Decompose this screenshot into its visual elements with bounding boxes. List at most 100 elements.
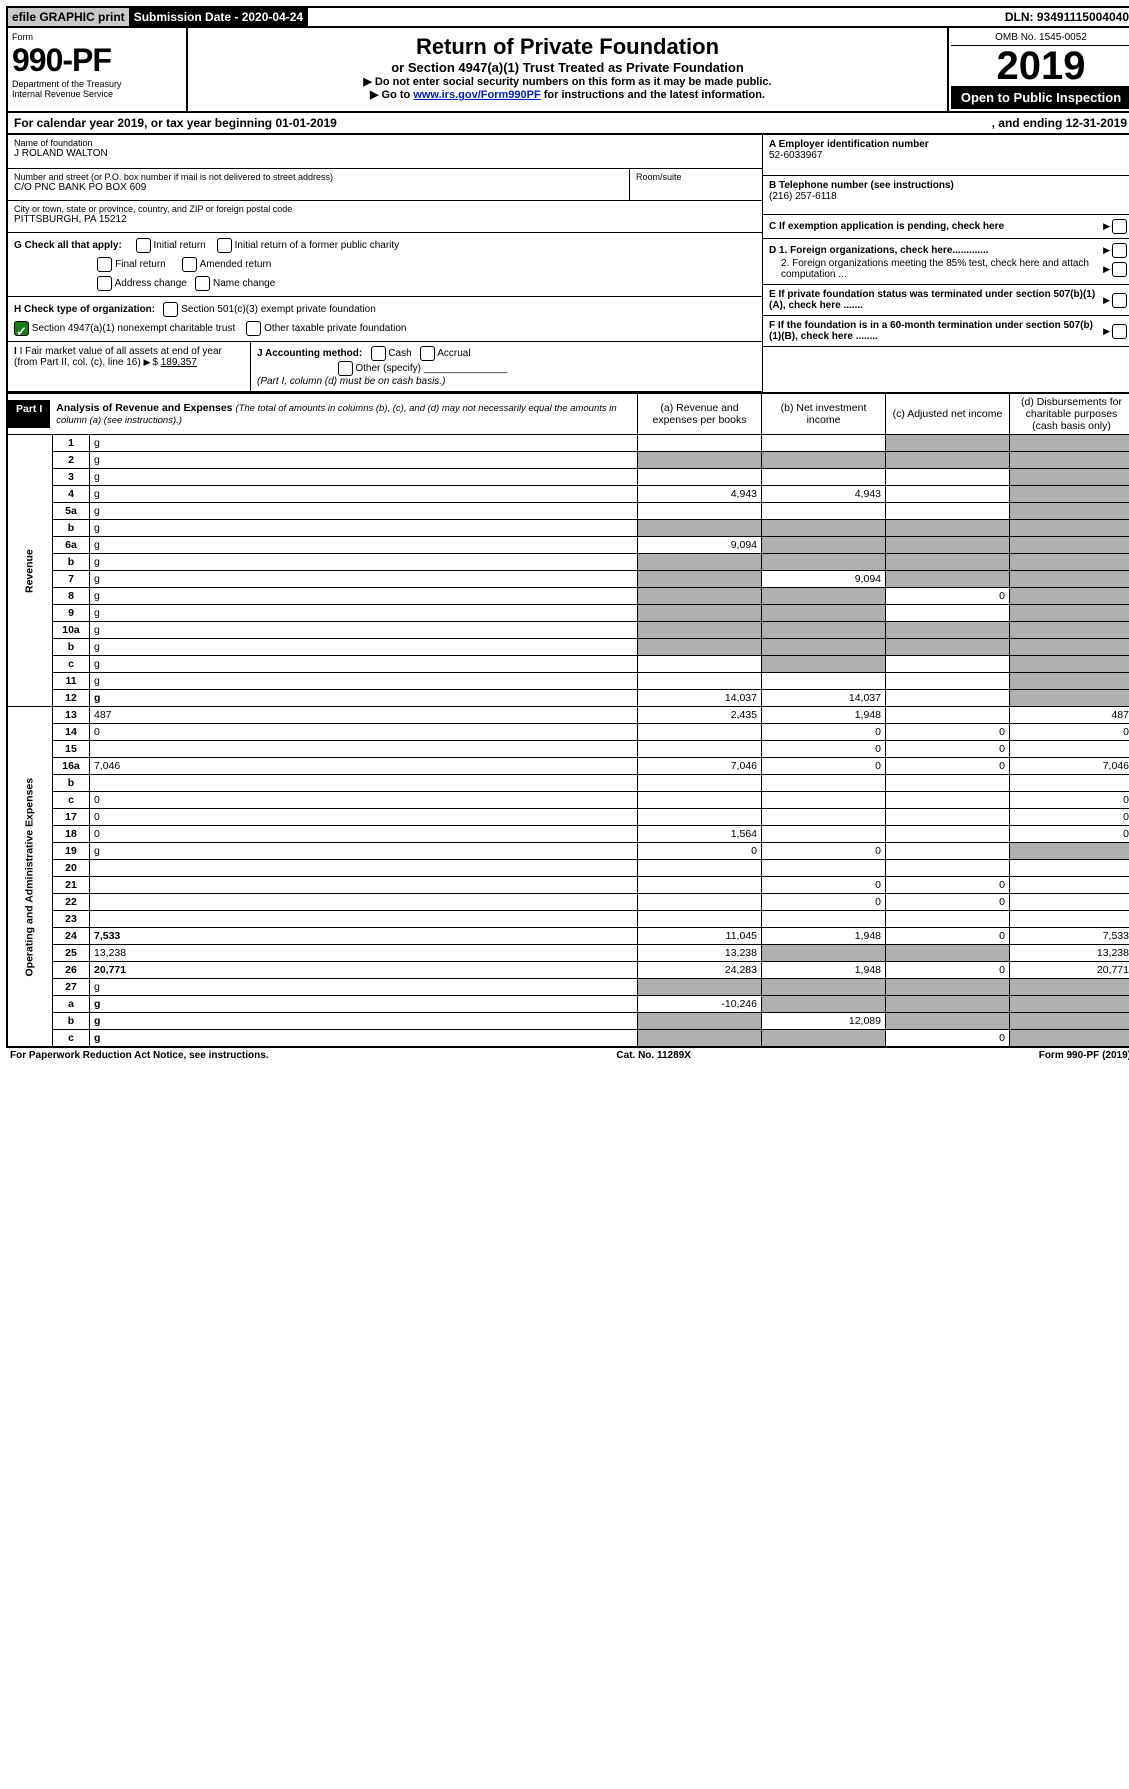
calendar-end: , and ending 12-31-2019 <box>992 116 1127 130</box>
section-e: E If private foundation status was termi… <box>769 289 1103 311</box>
cell-d: 7,046 <box>1010 758 1129 775</box>
col-c-header: (c) Adjusted net income <box>886 393 1010 435</box>
cell-c: 0 <box>886 894 1010 911</box>
cell-a <box>638 1013 762 1030</box>
cell-d <box>1010 979 1129 996</box>
dln-label: DLN: 93491115004040 <box>1001 8 1129 26</box>
table-row: 16a7,0467,046007,046 <box>7 758 1129 775</box>
cell-c <box>886 826 1010 843</box>
line-number: 22 <box>53 894 90 911</box>
cash-checkbox[interactable] <box>371 346 386 361</box>
line-description: g <box>90 469 638 486</box>
cell-a <box>638 571 762 588</box>
cell-c: 0 <box>886 741 1010 758</box>
final-return-checkbox[interactable] <box>97 257 112 272</box>
cell-a: 11,045 <box>638 928 762 945</box>
cell-c <box>886 469 1010 486</box>
line-number: 8 <box>53 588 90 605</box>
section-h: H Check type of organization: Section 50… <box>8 297 763 342</box>
tax-year: 2019 <box>951 46 1129 86</box>
cell-a <box>638 877 762 894</box>
initial-public-checkbox[interactable] <box>217 238 232 253</box>
line-description: g <box>90 656 638 673</box>
cell-b <box>762 588 886 605</box>
paperwork-notice: For Paperwork Reduction Act Notice, see … <box>10 1050 269 1061</box>
cell-c <box>886 1013 1010 1030</box>
other-taxable-checkbox[interactable] <box>246 321 261 336</box>
city-state-zip: PITTSBURGH, PA 15212 <box>14 214 756 225</box>
terminated-checkbox[interactable] <box>1112 293 1127 308</box>
cell-d <box>1010 554 1129 571</box>
cell-a <box>638 724 762 741</box>
cell-d <box>1010 435 1129 452</box>
line-number: 15 <box>53 741 90 758</box>
line-number: 11 <box>53 673 90 690</box>
cell-c: 0 <box>886 588 1010 605</box>
line-number: 9 <box>53 605 90 622</box>
table-row: 8g0 <box>7 588 1129 605</box>
cell-c <box>886 996 1010 1013</box>
cell-c <box>886 707 1010 724</box>
part1-label: Part I <box>8 400 50 428</box>
line-number: 14 <box>53 724 90 741</box>
line-number: 3 <box>53 469 90 486</box>
cell-c <box>886 809 1010 826</box>
60month-checkbox[interactable] <box>1112 324 1127 339</box>
cell-b <box>762 520 886 537</box>
cell-b: 1,948 <box>762 707 886 724</box>
cell-a: 13,238 <box>638 945 762 962</box>
cell-d <box>1010 588 1129 605</box>
amended-return-checkbox[interactable] <box>182 257 197 272</box>
city-label: City or town, state or province, country… <box>14 204 756 214</box>
table-row: 2620,77124,2831,948020,771 <box>7 962 1129 979</box>
other-method-checkbox[interactable] <box>338 361 353 376</box>
fmv-value: 189,357 <box>161 357 197 368</box>
cell-d <box>1010 996 1129 1013</box>
line-number: a <box>53 996 90 1013</box>
name-change-checkbox[interactable] <box>195 276 210 291</box>
line-description: g <box>90 622 638 639</box>
section-g: G Check all that apply: Initial return I… <box>8 233 763 297</box>
cash-basis-note: (Part I, column (d) must be on cash basi… <box>257 376 445 387</box>
line-description: g <box>90 979 638 996</box>
4947a1-checkbox[interactable] <box>14 321 29 336</box>
cell-c <box>886 537 1010 554</box>
cell-b: 14,037 <box>762 690 886 707</box>
cell-b <box>762 537 886 554</box>
line-number: b <box>53 554 90 571</box>
cell-d <box>1010 520 1129 537</box>
exemption-pending-checkbox[interactable] <box>1112 219 1127 234</box>
cell-b: 0 <box>762 724 886 741</box>
initial-return-checkbox[interactable] <box>136 238 151 253</box>
address-change-checkbox[interactable] <box>97 276 112 291</box>
line-number: 21 <box>53 877 90 894</box>
foreign-org-checkbox[interactable] <box>1112 243 1127 258</box>
form-word: Form <box>12 32 182 42</box>
line-number: 13 <box>53 707 90 724</box>
calendar-begin: For calendar year 2019, or tax year begi… <box>14 116 337 130</box>
table-row: cg0 <box>7 1030 1129 1048</box>
cell-c: 0 <box>886 877 1010 894</box>
cell-b: 12,089 <box>762 1013 886 1030</box>
cell-c <box>886 639 1010 656</box>
accrual-checkbox[interactable] <box>420 346 435 361</box>
line-number: 16a <box>53 758 90 775</box>
phone-label: B Telephone number (see instructions) <box>769 180 954 191</box>
line-description: g <box>90 554 638 571</box>
efile-print-button[interactable]: efile GRAPHIC print <box>8 8 130 26</box>
cell-b <box>762 826 886 843</box>
address-label: Number and street (or P.O. box number if… <box>14 172 623 182</box>
cell-d: 0 <box>1010 792 1129 809</box>
ein-value: 52-6033967 <box>769 150 822 161</box>
irs-link[interactable]: www.irs.gov/Form990PF <box>413 89 540 101</box>
501c3-checkbox[interactable] <box>163 302 178 317</box>
table-row: 6ag9,094 <box>7 537 1129 554</box>
cell-c <box>886 571 1010 588</box>
cell-c <box>886 860 1010 877</box>
foreign-85-checkbox[interactable] <box>1112 262 1127 277</box>
table-row: bg <box>7 520 1129 537</box>
table-row: bg <box>7 639 1129 656</box>
cell-b <box>762 945 886 962</box>
cell-d <box>1010 1030 1129 1048</box>
line-description: g <box>90 843 638 860</box>
